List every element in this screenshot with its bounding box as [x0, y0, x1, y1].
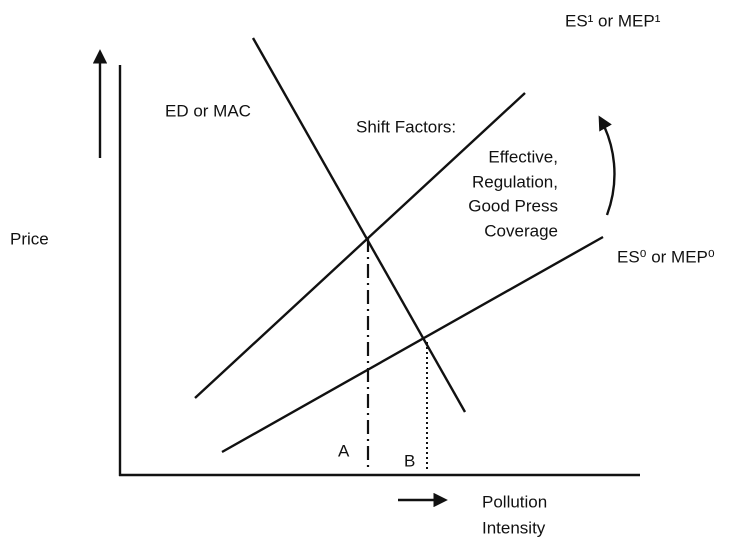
shift-arrow: [598, 115, 616, 216]
x-label: Pollution: [482, 492, 547, 511]
shift-title: Shift Factors:: [356, 117, 456, 136]
x-label: Intensity: [482, 518, 546, 537]
demand-line: [251, 37, 467, 413]
shift-line: Good Press: [468, 196, 558, 215]
shift-line: Regulation,: [472, 172, 558, 191]
supply-new-line: [194, 92, 526, 399]
supply-old-line: [221, 235, 604, 454]
supply-old-label: ES⁰ or MEP⁰: [617, 247, 715, 266]
demand-label: ED or MAC: [165, 101, 251, 120]
point-a: A: [338, 441, 350, 460]
supply-new-label: ES¹ or MEP¹: [565, 11, 661, 30]
shift-line: Effective,: [488, 147, 558, 166]
shift-line: Coverage: [484, 221, 558, 240]
y-label: Price: [10, 229, 49, 248]
point-b: B: [404, 451, 415, 470]
